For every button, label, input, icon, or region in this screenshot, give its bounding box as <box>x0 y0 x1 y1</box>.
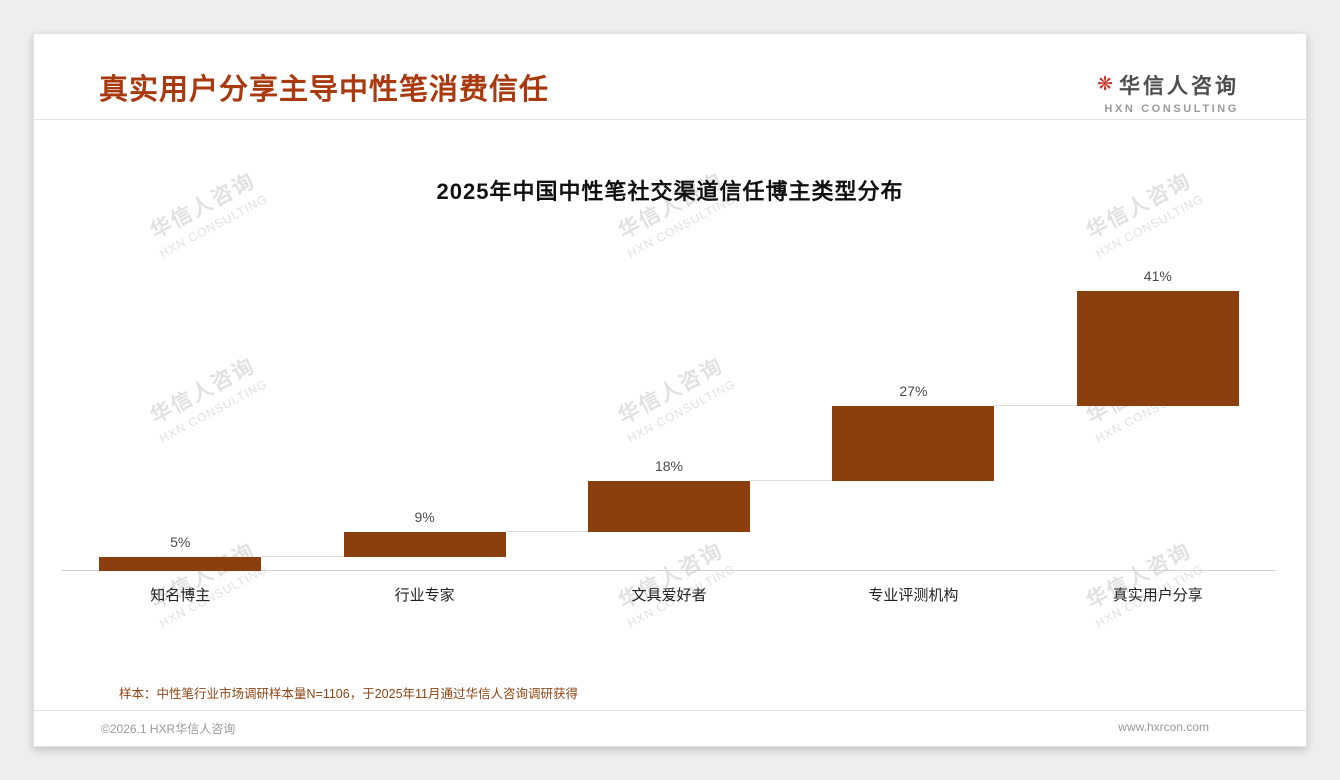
category-label: 真实用户分享 <box>1112 587 1203 604</box>
category-label: 文具爱好者 <box>631 587 707 604</box>
waterfall-chart: 5% 知名博主 9% 行业专家 18% 文具爱好者 27% 专业评测机构 41% 真实用户分享 <box>58 268 1280 604</box>
bar-value-label: 27% <box>899 382 928 399</box>
bar-value-label: 9% <box>414 508 435 525</box>
logo: ❋ 华信人咨询 HXN CONSULTING <box>1097 70 1239 116</box>
chart-title: 2025年中国中性笔社交渠道信任博主类型分布 <box>436 179 904 204</box>
waterfall-bar <box>99 557 262 571</box>
flower-asterisk-icon: ❋ <box>1097 74 1113 95</box>
bar-value-label: 41% <box>1143 268 1172 284</box>
category-label: 行业专家 <box>394 587 455 604</box>
waterfall-bar <box>1076 291 1239 406</box>
logo-name-en: HXN CONSULTING <box>1104 103 1239 115</box>
page-title: 真实用户分享主导中性笔消费信任 <box>99 74 550 106</box>
waterfall-connector <box>505 530 588 532</box>
waterfall-bar <box>343 531 506 557</box>
slide-card: 华信人咨询 HXN CONSULTING 华信人咨询 HXN CONSULTING 华信… <box>33 33 1307 747</box>
logo-row: ❋ 华信人咨询 <box>1097 70 1239 100</box>
x-axis-line <box>62 570 1276 571</box>
footer-copyright: ©2026.1 HXR华信人咨询 <box>101 722 236 736</box>
footer-website: www.hxrcon.com <box>1118 720 1209 734</box>
waterfall-connector <box>750 480 833 482</box>
bar-value-label: 5% <box>170 534 191 550</box>
logo-name-cn: 华信人咨询 <box>1119 75 1239 98</box>
footer: ©2026.1 HXR华信人咨询 www.hxrcon.com <box>34 720 1306 737</box>
waterfall-connector <box>261 556 344 557</box>
footer-divider <box>34 710 1306 711</box>
sample-note: 样本：中性笔行业市场调研样本量N=1106，于2025年11月通过华信人咨询调研… <box>119 687 578 701</box>
category-label: 专业评测机构 <box>868 587 959 604</box>
waterfall-bar <box>588 481 750 532</box>
waterfall-connector <box>994 404 1077 406</box>
header-divider <box>34 119 1306 120</box>
bar-value-label: 18% <box>654 458 684 475</box>
category-label: 知名博主 <box>150 587 211 604</box>
waterfall-bar <box>832 405 995 482</box>
